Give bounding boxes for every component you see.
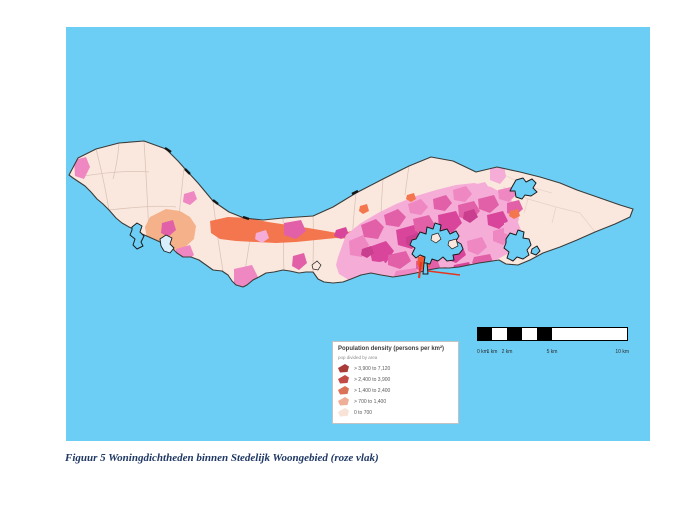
- legend-item: > 3,900 to 7,120: [338, 363, 453, 374]
- sint-marie-flats: [159, 234, 175, 254]
- map-legend: Population density (persons per km²) pop…: [332, 341, 459, 424]
- legend-item-label: > 2,400 to 3,900: [354, 376, 391, 383]
- scale-labels: 0 km 1 km 2 km 5 km 10 km: [477, 347, 629, 355]
- scale-label: 5 km: [546, 349, 558, 355]
- density-patch: [255, 230, 269, 243]
- red-road-lines: [417, 261, 461, 279]
- figure-caption: Figuur 5 Woningdichtheden binnen Stedeli…: [65, 452, 379, 464]
- density-swatch-icon: [338, 397, 349, 406]
- curacao-map: [66, 27, 650, 441]
- density-swatch-icon: [338, 408, 349, 417]
- density-swatch-icon: [338, 364, 349, 373]
- sint-joris-bay: [509, 177, 538, 200]
- spanish-water-lagoon: [503, 229, 532, 262]
- harbor-island: [447, 238, 459, 250]
- legend-item-label: > 1,400 to 2,400: [354, 387, 391, 394]
- map-area: [66, 27, 650, 441]
- legend-item-label: > 3,900 to 7,120: [354, 365, 391, 372]
- scale-label: 2 km: [501, 349, 513, 355]
- legend-item: 0 to 700: [338, 407, 453, 418]
- coast-cliff-ticks: [164, 147, 359, 221]
- legend-items: > 3,900 to 7,120 > 2,400 to 3,900 > 1,40…: [338, 363, 453, 418]
- legend-title: Population density (persons per km²): [338, 346, 445, 352]
- sint-anna-bay-channel: [422, 262, 429, 275]
- legend-item-label: 0 to 700: [354, 409, 373, 416]
- orange-density-band: [210, 217, 352, 243]
- water-bodies: [129, 177, 541, 275]
- west-salt-flats: [129, 222, 145, 250]
- legend-item: > 700 to 1,400: [338, 396, 453, 407]
- legend-item: > 2,400 to 3,900: [338, 374, 453, 385]
- legend-subtitle: pop divided by area: [338, 355, 378, 360]
- legend-item-label: > 700 to 1,400: [354, 398, 387, 405]
- scale-label: 1 km: [486, 349, 498, 355]
- scale-label: 0 km: [477, 349, 488, 355]
- density-swatch-icon: [338, 375, 349, 384]
- density-swatch-icon: [338, 386, 349, 395]
- schottegat-harbor: [409, 222, 464, 265]
- density-patch: [334, 227, 349, 239]
- density-patch: [284, 220, 306, 239]
- scale-bar-graphic: [477, 327, 628, 341]
- scale-bar: 0 km 1 km 2 km 5 km 10 km: [477, 327, 629, 355]
- harbor-island: [430, 232, 442, 244]
- bullenbaai-inlet: [311, 260, 322, 271]
- legend-item: > 1,400 to 2,400: [338, 385, 453, 396]
- fuik-bay: [530, 245, 541, 256]
- scale-label: 10 km: [615, 349, 629, 355]
